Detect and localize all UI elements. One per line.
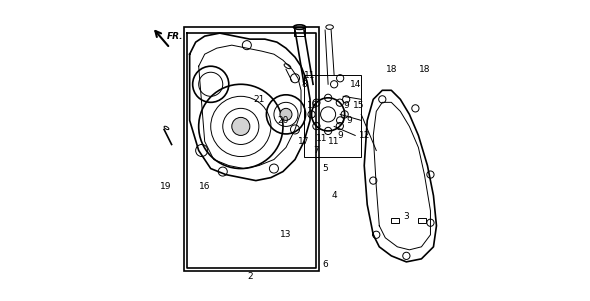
Text: 5: 5 <box>322 164 328 173</box>
Bar <box>294 27 305 36</box>
Text: 8: 8 <box>301 80 307 89</box>
Bar <box>183 27 319 271</box>
Text: 16: 16 <box>199 182 211 191</box>
Text: 18: 18 <box>419 65 430 74</box>
Text: 17: 17 <box>299 137 310 146</box>
Text: 9: 9 <box>346 116 352 125</box>
Text: 9: 9 <box>343 101 349 110</box>
Text: 3: 3 <box>404 212 409 221</box>
Text: 13: 13 <box>280 230 291 239</box>
Text: 18: 18 <box>386 65 397 74</box>
Text: 20: 20 <box>277 116 289 125</box>
Text: 11: 11 <box>304 71 316 80</box>
Text: 2: 2 <box>247 272 253 281</box>
Text: 10: 10 <box>307 101 319 110</box>
Text: 11: 11 <box>316 134 328 143</box>
Text: 9: 9 <box>337 131 343 140</box>
Circle shape <box>232 117 250 135</box>
Bar <box>418 218 426 223</box>
Text: 6: 6 <box>322 260 328 269</box>
Text: 11: 11 <box>329 137 340 146</box>
Bar <box>304 75 361 157</box>
Text: 12: 12 <box>359 131 370 140</box>
Text: 21: 21 <box>253 95 264 104</box>
Text: FR.: FR. <box>167 32 183 41</box>
Circle shape <box>280 108 292 120</box>
Text: 4: 4 <box>332 191 337 200</box>
Text: 7: 7 <box>313 146 319 155</box>
Text: 15: 15 <box>352 101 364 110</box>
Text: 19: 19 <box>160 182 171 191</box>
Text: 14: 14 <box>349 80 361 89</box>
Bar <box>391 218 399 223</box>
